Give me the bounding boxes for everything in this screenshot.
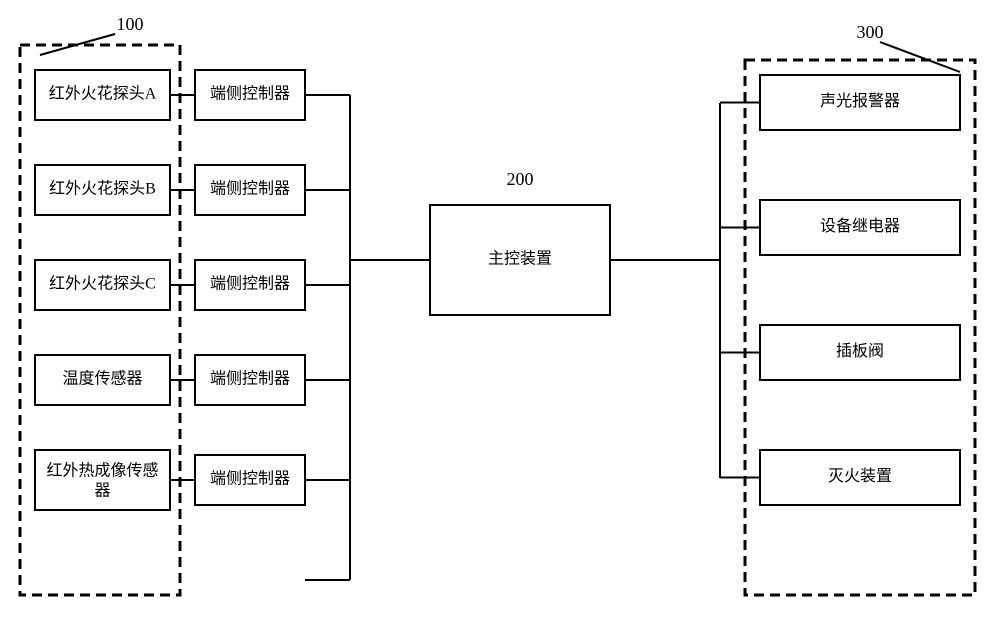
svg-text:300: 300 [857,22,884,42]
svg-text:端侧控制器: 端侧控制器 [210,370,290,388]
svg-text:声光报警器: 声光报警器 [820,92,900,110]
svg-text:端侧控制器: 端侧控制器 [210,85,290,103]
svg-text:设备继电器: 设备继电器 [820,217,900,235]
svg-text:红外火花探头C: 红外火花探头C [49,275,156,293]
svg-text:灭火装置: 灭火装置 [828,467,892,485]
svg-text:温度传感器: 温度传感器 [62,370,142,388]
svg-text:红外热成像传感: 红外热成像传感 [46,462,158,480]
svg-text:主控装置: 主控装置 [488,250,552,268]
svg-text:器: 器 [94,482,110,500]
svg-text:端侧控制器: 端侧控制器 [210,470,290,488]
svg-text:红外火花探头A: 红外火花探头A [49,85,157,103]
svg-text:插板阀: 插板阀 [836,342,884,360]
svg-text:端侧控制器: 端侧控制器 [210,275,290,293]
svg-text:红外火花探头B: 红外火花探头B [49,180,156,198]
svg-text:200: 200 [507,169,534,189]
svg-text:100: 100 [117,14,144,34]
svg-text:端侧控制器: 端侧控制器 [210,180,290,198]
